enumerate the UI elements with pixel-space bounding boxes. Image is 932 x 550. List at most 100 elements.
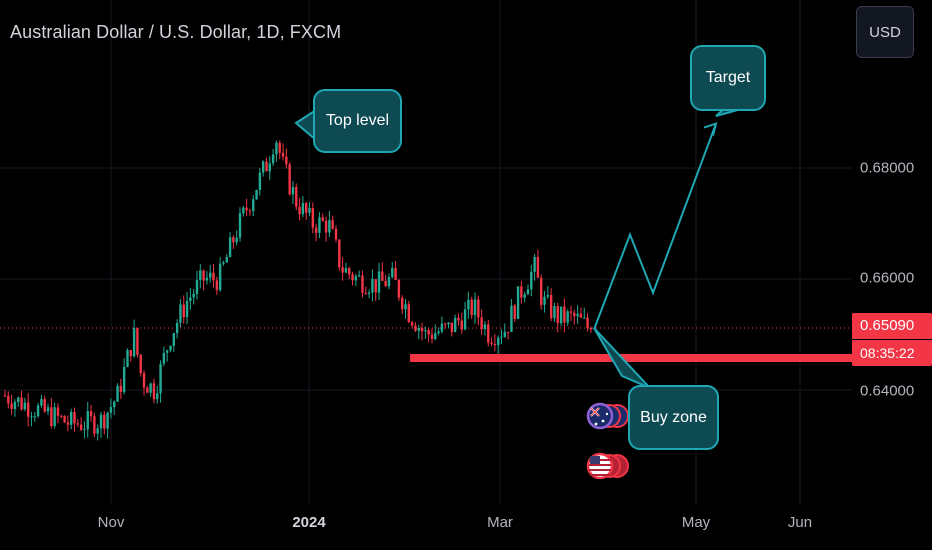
candle-body <box>122 366 126 393</box>
candle-body <box>298 206 301 215</box>
candle-body <box>89 411 93 417</box>
candle-body <box>513 305 516 319</box>
candle-body <box>36 405 40 417</box>
candle-body <box>238 213 242 238</box>
candle-body <box>540 277 543 305</box>
candle-body <box>301 203 305 215</box>
candle-body <box>159 363 162 394</box>
candle-body <box>354 276 358 281</box>
candle-body <box>563 306 566 323</box>
candle-body <box>86 411 89 430</box>
candle-body <box>569 311 573 313</box>
candle-body <box>83 429 86 431</box>
candle-body <box>526 289 530 295</box>
candle-body <box>467 299 470 310</box>
candle-body <box>589 327 593 330</box>
candle-body <box>255 189 258 200</box>
candle-body <box>543 296 546 305</box>
candle-body <box>275 142 278 155</box>
time-axis-label: 2024 <box>292 514 326 531</box>
candle-body <box>7 395 10 404</box>
candle-body <box>278 142 281 153</box>
candle-body <box>576 313 579 317</box>
target-callout[interactable]: Target <box>690 45 766 111</box>
candle-body <box>401 297 404 310</box>
candle-body <box>553 306 556 319</box>
candle-body <box>66 422 70 425</box>
candle-body <box>434 333 437 340</box>
candle-body <box>40 399 43 406</box>
candle-body <box>185 300 189 318</box>
candle-body <box>291 187 295 195</box>
projection-arrowhead <box>703 122 718 136</box>
candle-body <box>79 424 83 430</box>
candle-body <box>338 239 341 268</box>
candle-body <box>63 415 66 423</box>
projection-line <box>593 123 717 330</box>
candle-body <box>43 399 46 412</box>
candle-body <box>516 286 520 319</box>
candle-body <box>70 411 73 425</box>
candle-body <box>26 402 30 417</box>
candle-body <box>334 228 338 240</box>
candle-body <box>351 274 354 281</box>
candle-body <box>195 280 199 294</box>
bar-countdown: 08:35:22 <box>852 340 932 366</box>
top-level-callout[interactable]: Top level <box>313 89 402 153</box>
usd-flag-icon[interactable] <box>586 452 629 480</box>
candle-body <box>46 407 50 412</box>
candle-body <box>341 267 344 273</box>
candle-body <box>129 350 132 357</box>
time-axis-label: Nov <box>97 514 125 531</box>
candle-body <box>225 257 228 263</box>
candle-body <box>202 270 205 281</box>
price-tick-label: 0.66000 <box>860 269 915 287</box>
aud-flag-icon[interactable] <box>586 402 629 430</box>
candle-body <box>586 317 589 328</box>
candle-body <box>510 305 513 332</box>
candle-body <box>162 352 166 364</box>
candle-body <box>288 164 291 195</box>
candle-body <box>265 161 268 172</box>
candle-body <box>573 312 576 317</box>
candle-body <box>314 227 318 233</box>
candle-body <box>113 401 116 408</box>
candle-body <box>93 416 96 434</box>
candle-body <box>473 299 477 316</box>
candle-body <box>384 280 387 287</box>
candle-body <box>414 325 417 331</box>
candle-body <box>232 237 235 243</box>
symbol-title: Australian Dollar / U.S. Dollar, 1D, FXC… <box>10 22 342 42</box>
candle-body <box>437 331 440 334</box>
candle-body <box>146 387 149 393</box>
candle-body <box>549 294 553 319</box>
candlestick-series <box>3 140 593 441</box>
buy-zone-callout[interactable]: Buy zone <box>628 385 719 450</box>
candle-body <box>348 268 351 275</box>
candle-body <box>222 262 225 264</box>
candle-body <box>331 220 334 229</box>
candle-body <box>374 279 377 293</box>
candle-body <box>295 187 298 207</box>
candle-body <box>73 411 76 424</box>
candle-body <box>424 330 427 332</box>
candle-body <box>324 220 328 233</box>
candle-body <box>367 292 371 294</box>
candle-body <box>579 313 583 318</box>
candle-body <box>53 407 56 427</box>
candle-body <box>103 414 106 429</box>
candle-body <box>192 293 195 298</box>
candle-body <box>17 397 20 403</box>
price-tick-label: 0.64000 <box>860 382 915 400</box>
candle-body <box>318 217 321 233</box>
currency-button[interactable]: USD <box>856 6 914 58</box>
candle-body <box>271 154 275 164</box>
candle-body <box>559 306 563 324</box>
candle-body <box>212 272 215 281</box>
support-line[interactable] <box>410 354 852 362</box>
candle-body <box>321 217 324 221</box>
candle-body <box>361 275 364 293</box>
candle-body <box>60 415 63 417</box>
candle-body <box>33 416 36 418</box>
